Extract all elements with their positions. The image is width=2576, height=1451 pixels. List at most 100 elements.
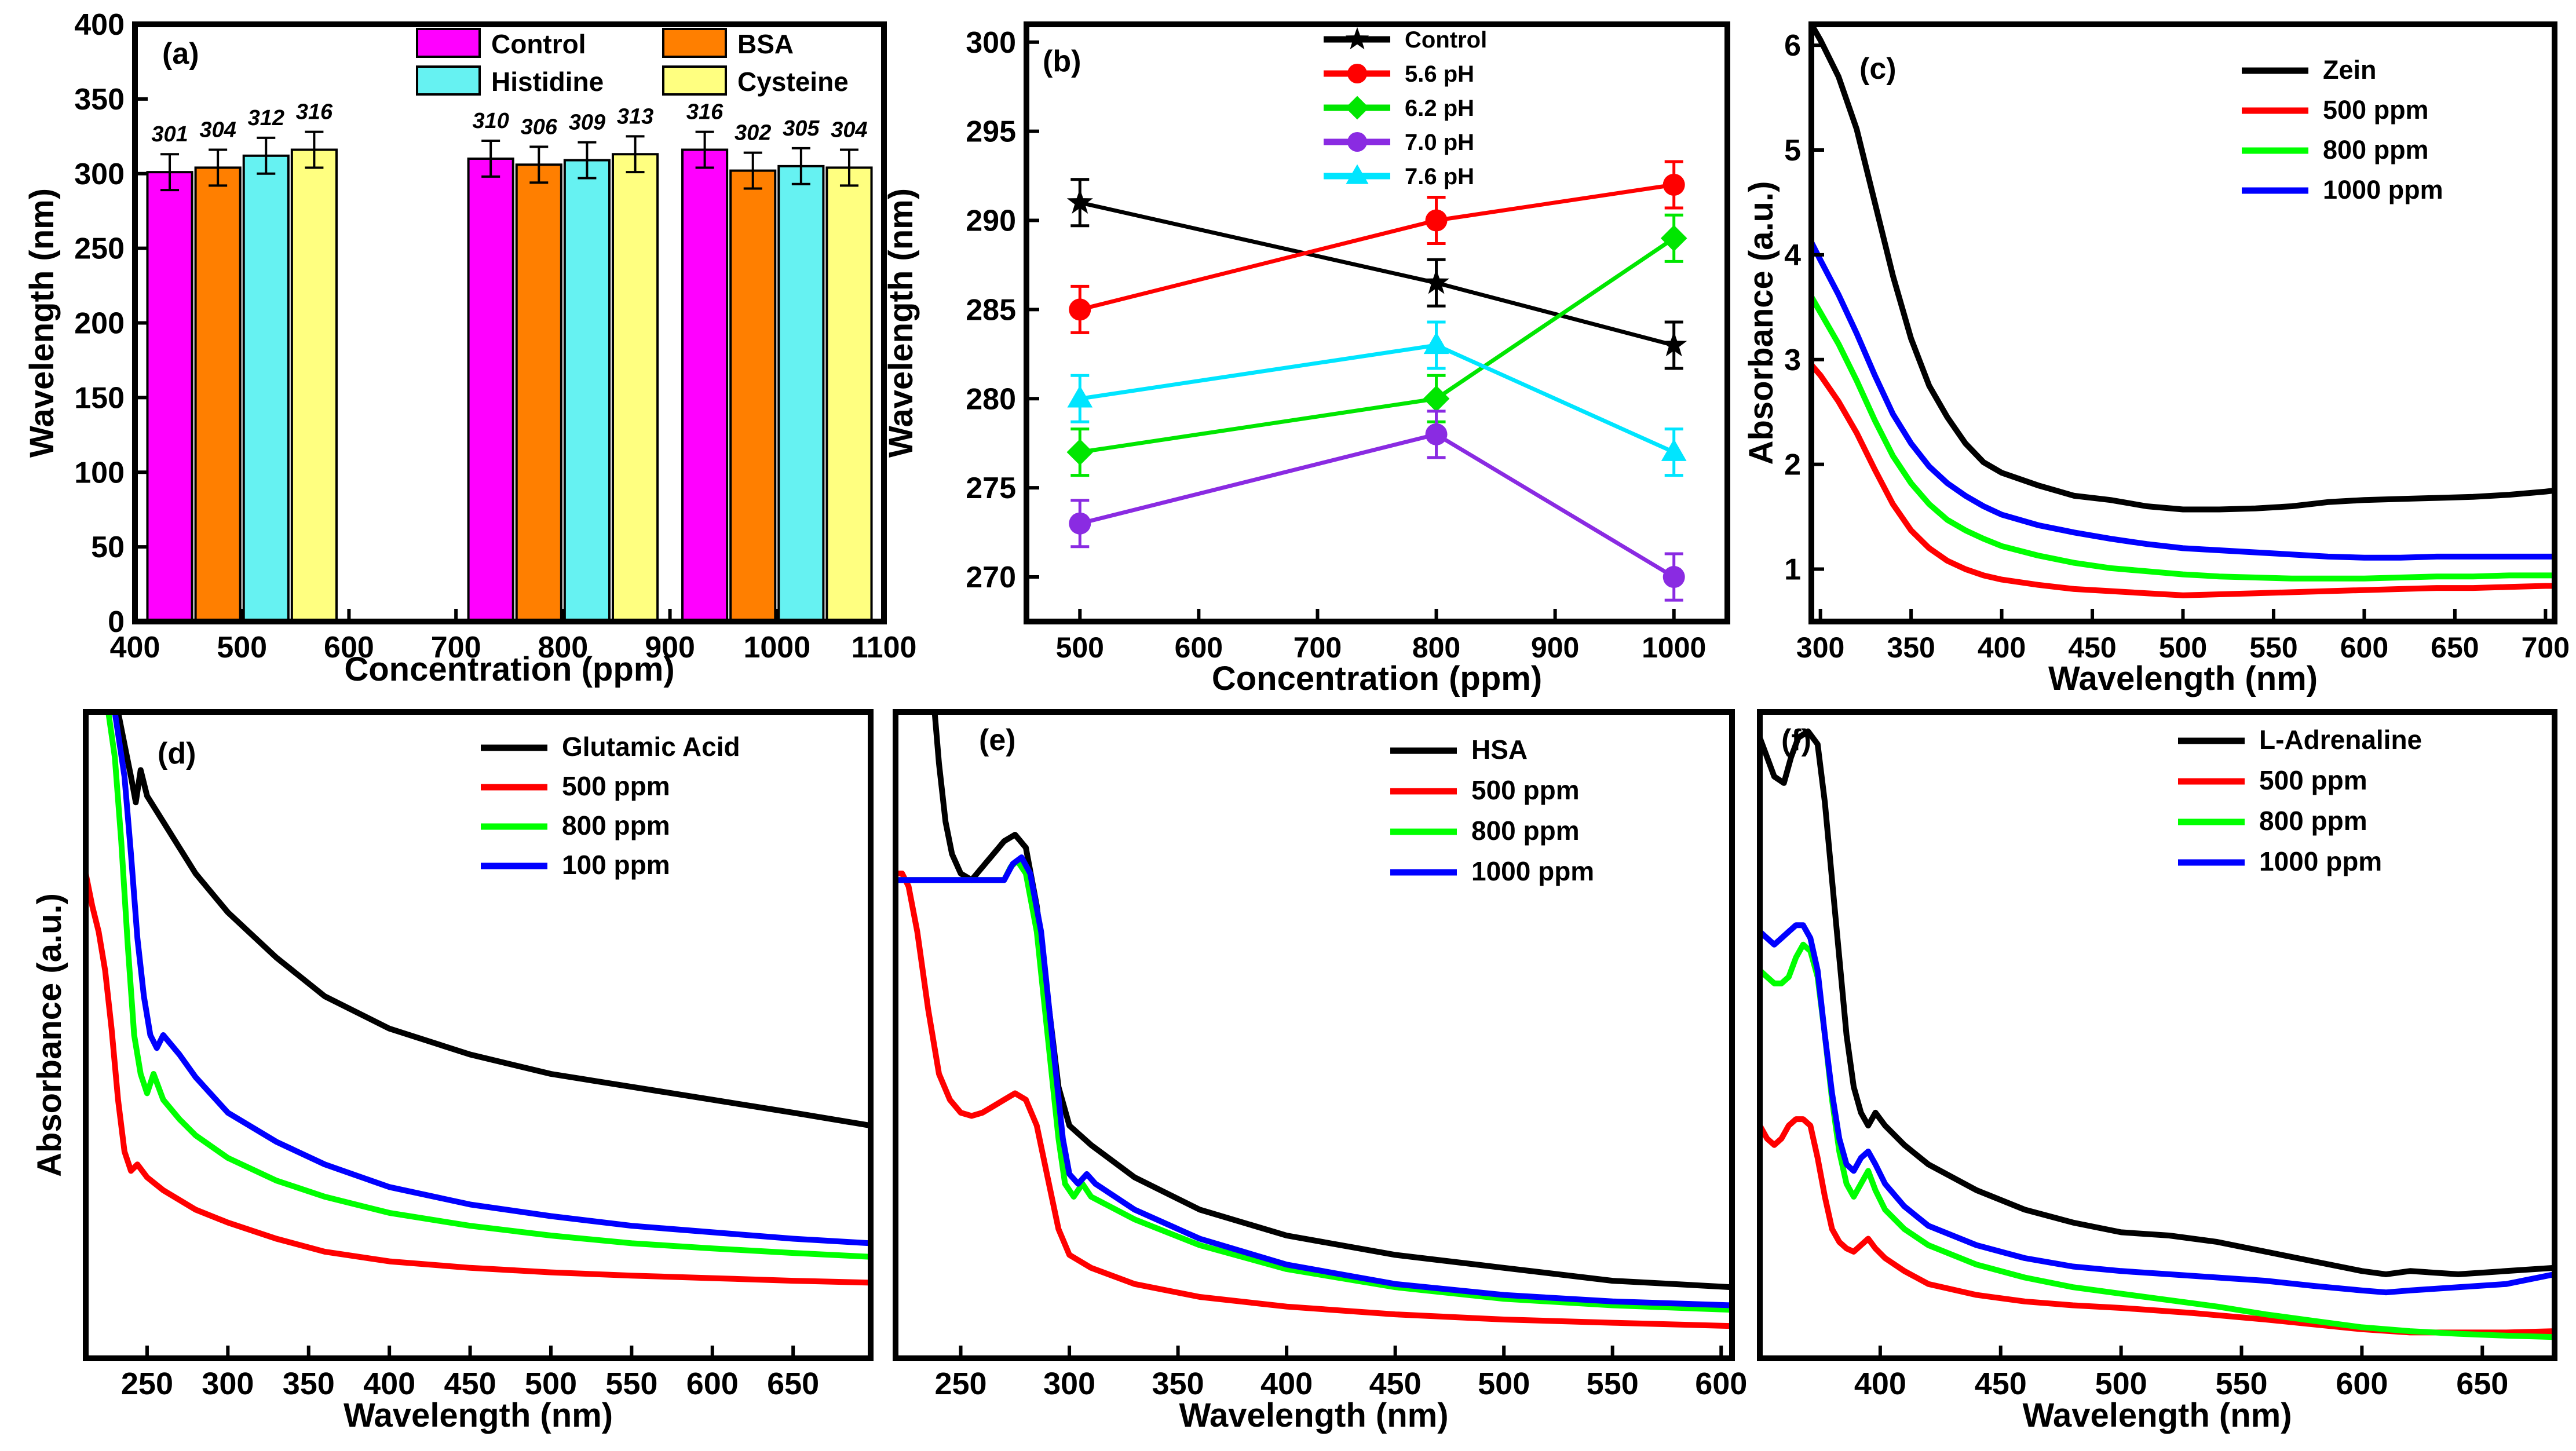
x-tick-label: 1000 bbox=[1642, 631, 1706, 664]
legend-label: Glutamic Acid bbox=[562, 732, 740, 762]
x-tick-label: 450 bbox=[2068, 631, 2116, 664]
y-tick-label: 3 bbox=[1784, 343, 1801, 377]
plot-frame-f bbox=[1757, 709, 2557, 1361]
y-tick-label: 0 bbox=[108, 605, 125, 639]
plot-frame-d bbox=[83, 709, 874, 1361]
series-line bbox=[1079, 432, 1675, 579]
series-line bbox=[1760, 728, 2555, 1277]
y-tick-label: 2 bbox=[1784, 448, 1801, 482]
legend-label: Histidine bbox=[491, 67, 604, 97]
y-tick-label: 1 bbox=[1784, 553, 1801, 587]
bar bbox=[681, 148, 729, 623]
chart-panel-a: 301 304 312 316 310 306 309 313 316 302 305 304 400 5… bbox=[23, 8, 916, 688]
x-tick-label: 600 bbox=[1175, 631, 1223, 664]
x-tick-label: 1000 bbox=[743, 631, 810, 664]
data-point-marker bbox=[1067, 385, 1093, 408]
legend-label: 7.0 pH bbox=[1405, 130, 1474, 155]
y-tick-label: 270 bbox=[966, 561, 1016, 594]
x-tick-label: 500 bbox=[525, 1366, 577, 1401]
legend-label: 800 ppm bbox=[2323, 135, 2429, 165]
legend-label: 1000 ppm bbox=[2259, 846, 2382, 876]
legend-label: 500 ppm bbox=[2323, 95, 2429, 125]
y-tick-label: 280 bbox=[966, 382, 1016, 416]
y-tick-label: 285 bbox=[966, 293, 1016, 327]
x-tick-label: 900 bbox=[1531, 631, 1579, 664]
series-line bbox=[86, 712, 871, 1247]
x-axis-label: Wavelength (nm) bbox=[2022, 1397, 2292, 1434]
x-tick-label: 500 bbox=[1056, 631, 1104, 664]
legend-swatch bbox=[662, 28, 727, 58]
legend-label: 5.6 pH bbox=[1405, 61, 1474, 87]
y-tick-label: 350 bbox=[74, 83, 125, 116]
y-axis-label: Wavelength (nm) bbox=[23, 188, 61, 458]
bar-value-label: 304 bbox=[831, 118, 867, 142]
legend-label: BSA bbox=[737, 29, 794, 59]
data-point-marker bbox=[1661, 438, 1687, 461]
legend-swatch bbox=[416, 65, 481, 96]
x-axis-label: Wavelength (nm) bbox=[1179, 1397, 1448, 1434]
data-point-marker bbox=[1347, 132, 1367, 152]
panel-label: (d) bbox=[158, 737, 196, 770]
x-tick-label: 300 bbox=[1043, 1366, 1095, 1401]
legend-label: Zein bbox=[2323, 55, 2377, 85]
bar-value-label: 305 bbox=[783, 116, 820, 141]
bar bbox=[563, 159, 611, 623]
data-point-marker bbox=[1347, 64, 1367, 83]
series-line bbox=[86, 873, 871, 1286]
data-point-marker bbox=[1069, 298, 1091, 321]
y-tick-label: 290 bbox=[966, 204, 1016, 238]
bar-value-label: 304 bbox=[199, 118, 236, 142]
plot-area-c bbox=[1811, 24, 2555, 598]
x-tick-label: 700 bbox=[431, 631, 481, 664]
bar bbox=[825, 166, 873, 623]
series-line bbox=[1079, 343, 1675, 454]
x-tick-label: 900 bbox=[645, 631, 695, 664]
bar-value-label: 316 bbox=[296, 100, 333, 125]
data-point-marker bbox=[1423, 385, 1450, 412]
legend-label: 800 ppm bbox=[562, 810, 670, 840]
series-line bbox=[1811, 295, 2555, 582]
x-axis-label: Wavelength (nm) bbox=[344, 1397, 613, 1434]
x-tick-label: 450 bbox=[1975, 1366, 2027, 1401]
data-point-marker bbox=[1069, 512, 1091, 535]
x-tick-label: 550 bbox=[605, 1366, 657, 1401]
x-tick-label: 1100 bbox=[852, 631, 917, 664]
series-line bbox=[1760, 1116, 2555, 1336]
x-tick-label: 300 bbox=[1796, 631, 1844, 664]
legend-label: 500 ppm bbox=[2259, 765, 2367, 795]
x-tick-label: 400 bbox=[363, 1366, 415, 1401]
bar bbox=[242, 154, 290, 623]
x-axis-label: Wavelength (nm) bbox=[2048, 660, 2318, 697]
legend-label: 800 ppm bbox=[2259, 806, 2367, 836]
series-line bbox=[896, 854, 1732, 1309]
x-tick-label: 650 bbox=[767, 1366, 819, 1401]
y-tick-label: 100 bbox=[74, 456, 125, 489]
data-point-marker bbox=[1425, 423, 1448, 445]
x-tick-label: 500 bbox=[1478, 1366, 1530, 1401]
x-tick-label: 450 bbox=[444, 1366, 496, 1401]
y-tick-label: 295 bbox=[966, 115, 1016, 149]
x-tick-label: 250 bbox=[121, 1366, 173, 1401]
data-point-marker bbox=[1425, 209, 1448, 232]
panel-label: (e) bbox=[979, 723, 1016, 757]
panel-label: (f) bbox=[1781, 723, 1811, 757]
legend-label: 7.6 pH bbox=[1405, 164, 1474, 189]
x-tick-label: 600 bbox=[686, 1366, 739, 1401]
x-tick-label: 650 bbox=[2431, 631, 2479, 664]
bar bbox=[467, 157, 514, 623]
bar bbox=[146, 171, 193, 623]
x-tick-label: 500 bbox=[2159, 631, 2207, 664]
bar bbox=[515, 163, 562, 623]
y-tick-label: 6 bbox=[1784, 29, 1801, 63]
x-axis-label: Concentration (ppm) bbox=[344, 650, 674, 688]
y-tick-label: 50 bbox=[91, 531, 125, 564]
panel-label: (c) bbox=[1859, 52, 1897, 86]
x-tick-label: 800 bbox=[1412, 631, 1460, 664]
x-tick-label: 700 bbox=[2522, 631, 2570, 664]
bar bbox=[729, 169, 777, 623]
x-tick-label: 600 bbox=[2340, 631, 2388, 664]
legend-swatch bbox=[662, 65, 727, 96]
bar-value-label: 309 bbox=[569, 111, 605, 135]
bar bbox=[611, 153, 659, 623]
